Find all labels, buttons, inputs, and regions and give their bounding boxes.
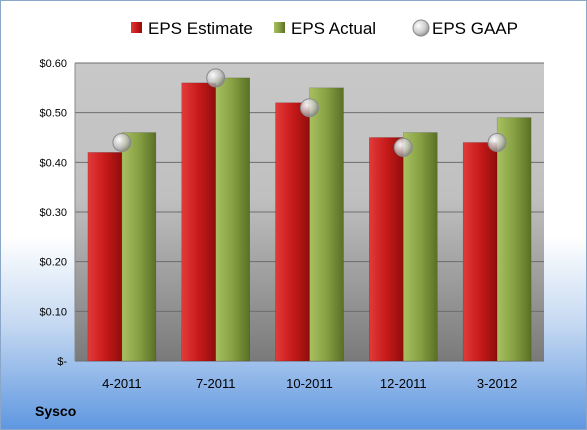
legend-swatch [131,22,142,33]
eps-actual-bar [403,132,438,362]
x-tick-label: 12-2011 [380,376,427,391]
eps-gaap-marker [206,68,226,88]
eps-actual-bar [309,87,344,362]
legend-swatch [412,19,430,37]
y-tick-label: $0.10 [39,306,67,318]
gaap-markers [112,68,507,157]
eps-gaap-marker [393,137,413,157]
y-tick-label: $0.40 [39,157,67,169]
x-tick-label: 7-2011 [196,376,236,391]
legend-label: EPS Actual [291,19,376,38]
y-tick-label: $0.60 [39,58,67,70]
legend-item: EPS Actual [274,19,376,38]
eps-estimate-bar [181,82,216,362]
eps-actual-bar [121,132,157,362]
legend-label: EPS Estimate [148,19,253,38]
legend-item: EPS Estimate [131,19,253,38]
x-tick-label: 10-2011 [286,376,333,391]
y-axis-ticks: $- $0.10 $0.20 $0.30 $0.40 $0.50 $0.60 [39,58,67,368]
eps-gaap-marker [112,132,132,152]
eps-estimate-bar [369,137,404,362]
eps-actual-bar [496,117,532,362]
y-tick-label: $0.20 [39,257,67,269]
legend: EPS Estimate EPS Actual EPS GAAP [131,19,518,38]
eps-estimate-bar [462,142,498,362]
y-tick-label: $- [57,356,67,368]
legend-swatch [274,22,285,33]
legend-label: EPS GAAP [432,19,518,38]
bars [87,77,532,362]
y-tick-label: $0.30 [39,207,67,219]
eps-gaap-marker [300,98,319,118]
y-tick-label: $0.50 [39,108,67,120]
legend-item: EPS GAAP [412,19,518,38]
eps-estimate-bar [87,152,123,362]
company-label: Sysco [35,403,77,419]
x-tick-label: 3-2012 [477,376,517,391]
x-axis-ticks: 4-2011 7-2011 10-2011 12-2011 3-2012 [102,376,517,391]
eps-gaap-marker [487,132,507,152]
eps-actual-bar [215,77,250,362]
eps-estimate-bar [275,102,310,362]
x-tick-label: 4-2011 [102,376,142,391]
